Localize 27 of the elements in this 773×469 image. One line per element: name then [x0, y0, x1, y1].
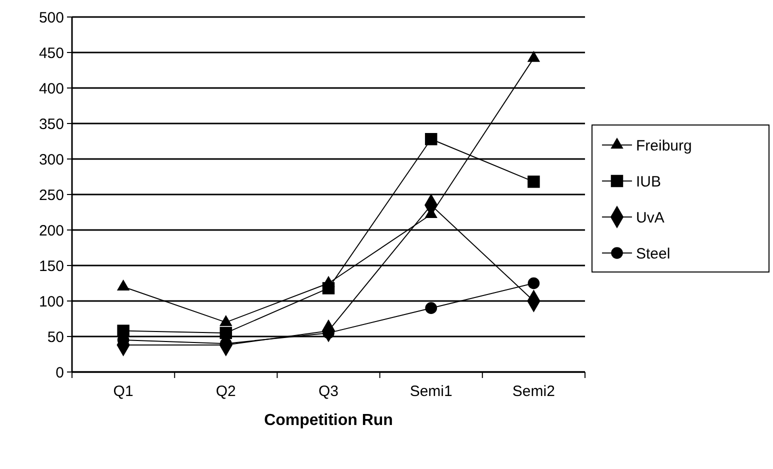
- y-tick-label: 350: [38, 116, 64, 133]
- y-tick-label: 100: [38, 293, 64, 310]
- y-tick-label: 450: [38, 44, 64, 62]
- y-tick-label: 300: [38, 151, 64, 168]
- x-tick-label: Q3: [318, 383, 339, 400]
- y-tick-label: 400: [38, 80, 64, 98]
- legend-label: IUB: [636, 173, 662, 190]
- x-tick-label: Semi2: [512, 383, 555, 400]
- legend-label: Steel: [636, 245, 670, 262]
- point: [528, 277, 540, 290]
- x-tick-label: Semi1: [410, 383, 452, 400]
- y-tick-label: 150: [38, 258, 64, 275]
- point: [527, 50, 540, 62]
- y-tick-label: 50: [47, 328, 64, 346]
- point: [425, 302, 438, 314]
- y-tick-label: 0: [56, 364, 64, 382]
- x-axis-title: Competition Run: [264, 412, 393, 429]
- x-tick-label: Q1: [113, 383, 134, 400]
- y-tick-label: 250: [38, 186, 64, 204]
- point: [528, 176, 540, 188]
- legend-label: UvA: [636, 209, 664, 226]
- y-tick-label: 500: [38, 9, 64, 26]
- legend-label: Freiburg: [636, 137, 692, 154]
- x-tick-label: Q2: [216, 383, 236, 400]
- point: [424, 132, 438, 146]
- y-tick-label: 200: [38, 222, 64, 240]
- point: [322, 282, 335, 294]
